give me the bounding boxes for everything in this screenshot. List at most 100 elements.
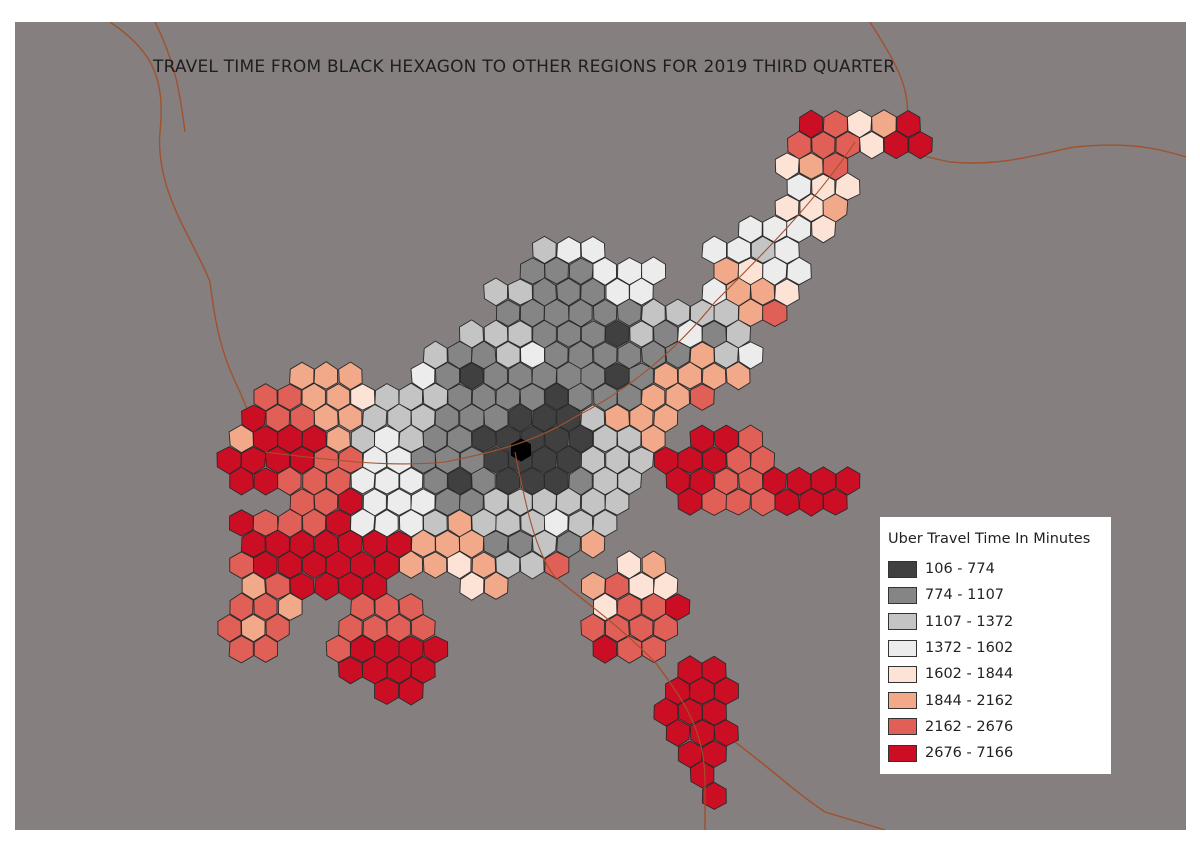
hexagon-region[interactable]	[556, 445, 581, 474]
hexagon-region[interactable]	[701, 235, 727, 265]
hexagon-region[interactable]	[496, 466, 520, 495]
hexagon-region[interactable]	[568, 298, 593, 328]
hexagon-region[interactable]	[471, 466, 496, 496]
hexagon-region[interactable]	[217, 613, 242, 643]
hexagon-region[interactable]	[713, 340, 739, 369]
hexagon-region[interactable]	[641, 635, 667, 664]
hexagon-region[interactable]	[422, 424, 448, 453]
hexagon-region[interactable]	[483, 530, 509, 558]
hexagon-region[interactable]	[337, 403, 363, 432]
hexagon-region[interactable]	[350, 466, 376, 495]
hexagon-region[interactable]	[568, 257, 594, 286]
hexagon-region[interactable]	[447, 466, 472, 496]
hexagon-region[interactable]	[314, 571, 339, 601]
hexagon-region[interactable]	[447, 383, 473, 412]
hexagon-region[interactable]	[399, 467, 424, 495]
hexagon-region[interactable]	[228, 635, 254, 664]
hexagon-region[interactable]	[665, 718, 691, 747]
hexagon-region[interactable]	[459, 362, 484, 391]
hexagon-region[interactable]	[531, 487, 557, 517]
hexagon-region[interactable]	[471, 425, 496, 453]
hexagon-region[interactable]	[532, 319, 557, 349]
hexagon-region[interactable]	[835, 466, 861, 496]
hexagon-region[interactable]	[544, 256, 569, 285]
hexagon-region[interactable]	[604, 319, 630, 348]
hexagon-region[interactable]	[386, 613, 411, 643]
hexagon-region[interactable]	[253, 592, 278, 621]
hexagon-region[interactable]	[725, 361, 751, 391]
hexagon-region[interactable]	[507, 530, 533, 559]
hexagon-region[interactable]	[253, 634, 278, 663]
hexagon-region[interactable]	[616, 298, 642, 327]
hexagon-region[interactable]	[338, 361, 363, 391]
hexagon-region[interactable]	[531, 445, 557, 474]
hexagon-region[interactable]	[519, 550, 545, 580]
hexagon-region[interactable]	[350, 592, 375, 621]
hexagon-region[interactable]	[604, 487, 630, 516]
hexagon-region[interactable]	[229, 592, 254, 622]
hexagon-region[interactable]	[689, 383, 715, 411]
hexagon-region[interactable]	[301, 382, 326, 412]
hexagon-region[interactable]	[811, 131, 836, 160]
hexagon-region[interactable]	[737, 215, 763, 244]
hexagon-region[interactable]	[253, 467, 279, 496]
hexagon-region[interactable]	[580, 235, 606, 264]
hexagon-region[interactable]	[593, 341, 618, 370]
hexagon-region[interactable]	[302, 508, 327, 538]
hexagon-region[interactable]	[774, 278, 800, 307]
hexagon-region[interactable]	[313, 361, 339, 390]
hexagon-region[interactable]	[810, 466, 836, 495]
hexagon-region[interactable]	[689, 760, 715, 789]
hexagon-region[interactable]	[483, 403, 509, 433]
hexagon-region[interactable]	[665, 382, 690, 412]
hexagon-region[interactable]	[241, 404, 267, 433]
hexagon-region[interactable]	[374, 467, 400, 495]
hexagon-region[interactable]	[726, 236, 752, 264]
hexagon-region[interactable]	[289, 446, 315, 475]
hexagon-region[interactable]	[337, 656, 363, 685]
hexagon-region[interactable]	[617, 635, 643, 664]
hexagon-region[interactable]	[556, 530, 581, 559]
hexagon-region[interactable]	[531, 403, 557, 433]
hexagon-region[interactable]	[617, 466, 642, 495]
hexagon-region[interactable]	[459, 571, 485, 601]
hexagon-region[interactable]	[435, 361, 460, 391]
hexagon-region[interactable]	[459, 403, 485, 432]
hexagon-region[interactable]	[592, 634, 618, 664]
hexagon-region[interactable]	[278, 592, 303, 621]
hexagon-region[interactable]	[459, 529, 485, 559]
hexagon-region[interactable]	[798, 487, 824, 517]
hexagon-region[interactable]	[713, 719, 739, 747]
hexagon-region[interactable]	[605, 614, 630, 643]
hexagon-region[interactable]	[253, 550, 278, 580]
hexagon-region[interactable]	[374, 677, 400, 705]
hexagon-region[interactable]	[581, 571, 606, 601]
hexagon-region[interactable]	[362, 403, 388, 433]
hexagon-region[interactable]	[398, 635, 424, 664]
hexagon-region[interactable]	[386, 446, 412, 475]
hexagon-region[interactable]	[580, 613, 606, 643]
hexagon-region[interactable]	[495, 299, 521, 327]
hexagon-region[interactable]	[543, 508, 569, 538]
hexagon-region[interactable]	[896, 109, 921, 138]
hexagon-region[interactable]	[689, 424, 715, 454]
hexagon-region[interactable]	[398, 676, 424, 706]
hexagon-region[interactable]	[240, 529, 266, 558]
hexagon-region[interactable]	[495, 509, 521, 537]
hexagon-region[interactable]	[507, 320, 533, 348]
hexagon-region[interactable]	[508, 403, 533, 433]
hexagon-region[interactable]	[531, 529, 558, 559]
hexagon-region[interactable]	[859, 130, 885, 160]
hexagon-region[interactable]	[458, 488, 484, 517]
hexagon-region[interactable]	[640, 424, 666, 454]
hexagon-region[interactable]	[628, 446, 655, 475]
hexagon-region[interactable]	[544, 382, 569, 411]
hexagon-region[interactable]	[846, 109, 873, 139]
hexagon-region[interactable]	[326, 383, 351, 411]
hexagon-region[interactable]	[774, 152, 800, 181]
hexagon-region[interactable]	[423, 635, 449, 664]
hexagon-region[interactable]	[410, 613, 436, 642]
hexagon-region[interactable]	[253, 383, 278, 412]
hexagon-region[interactable]	[556, 277, 581, 307]
hexagon-region[interactable]	[580, 529, 606, 559]
